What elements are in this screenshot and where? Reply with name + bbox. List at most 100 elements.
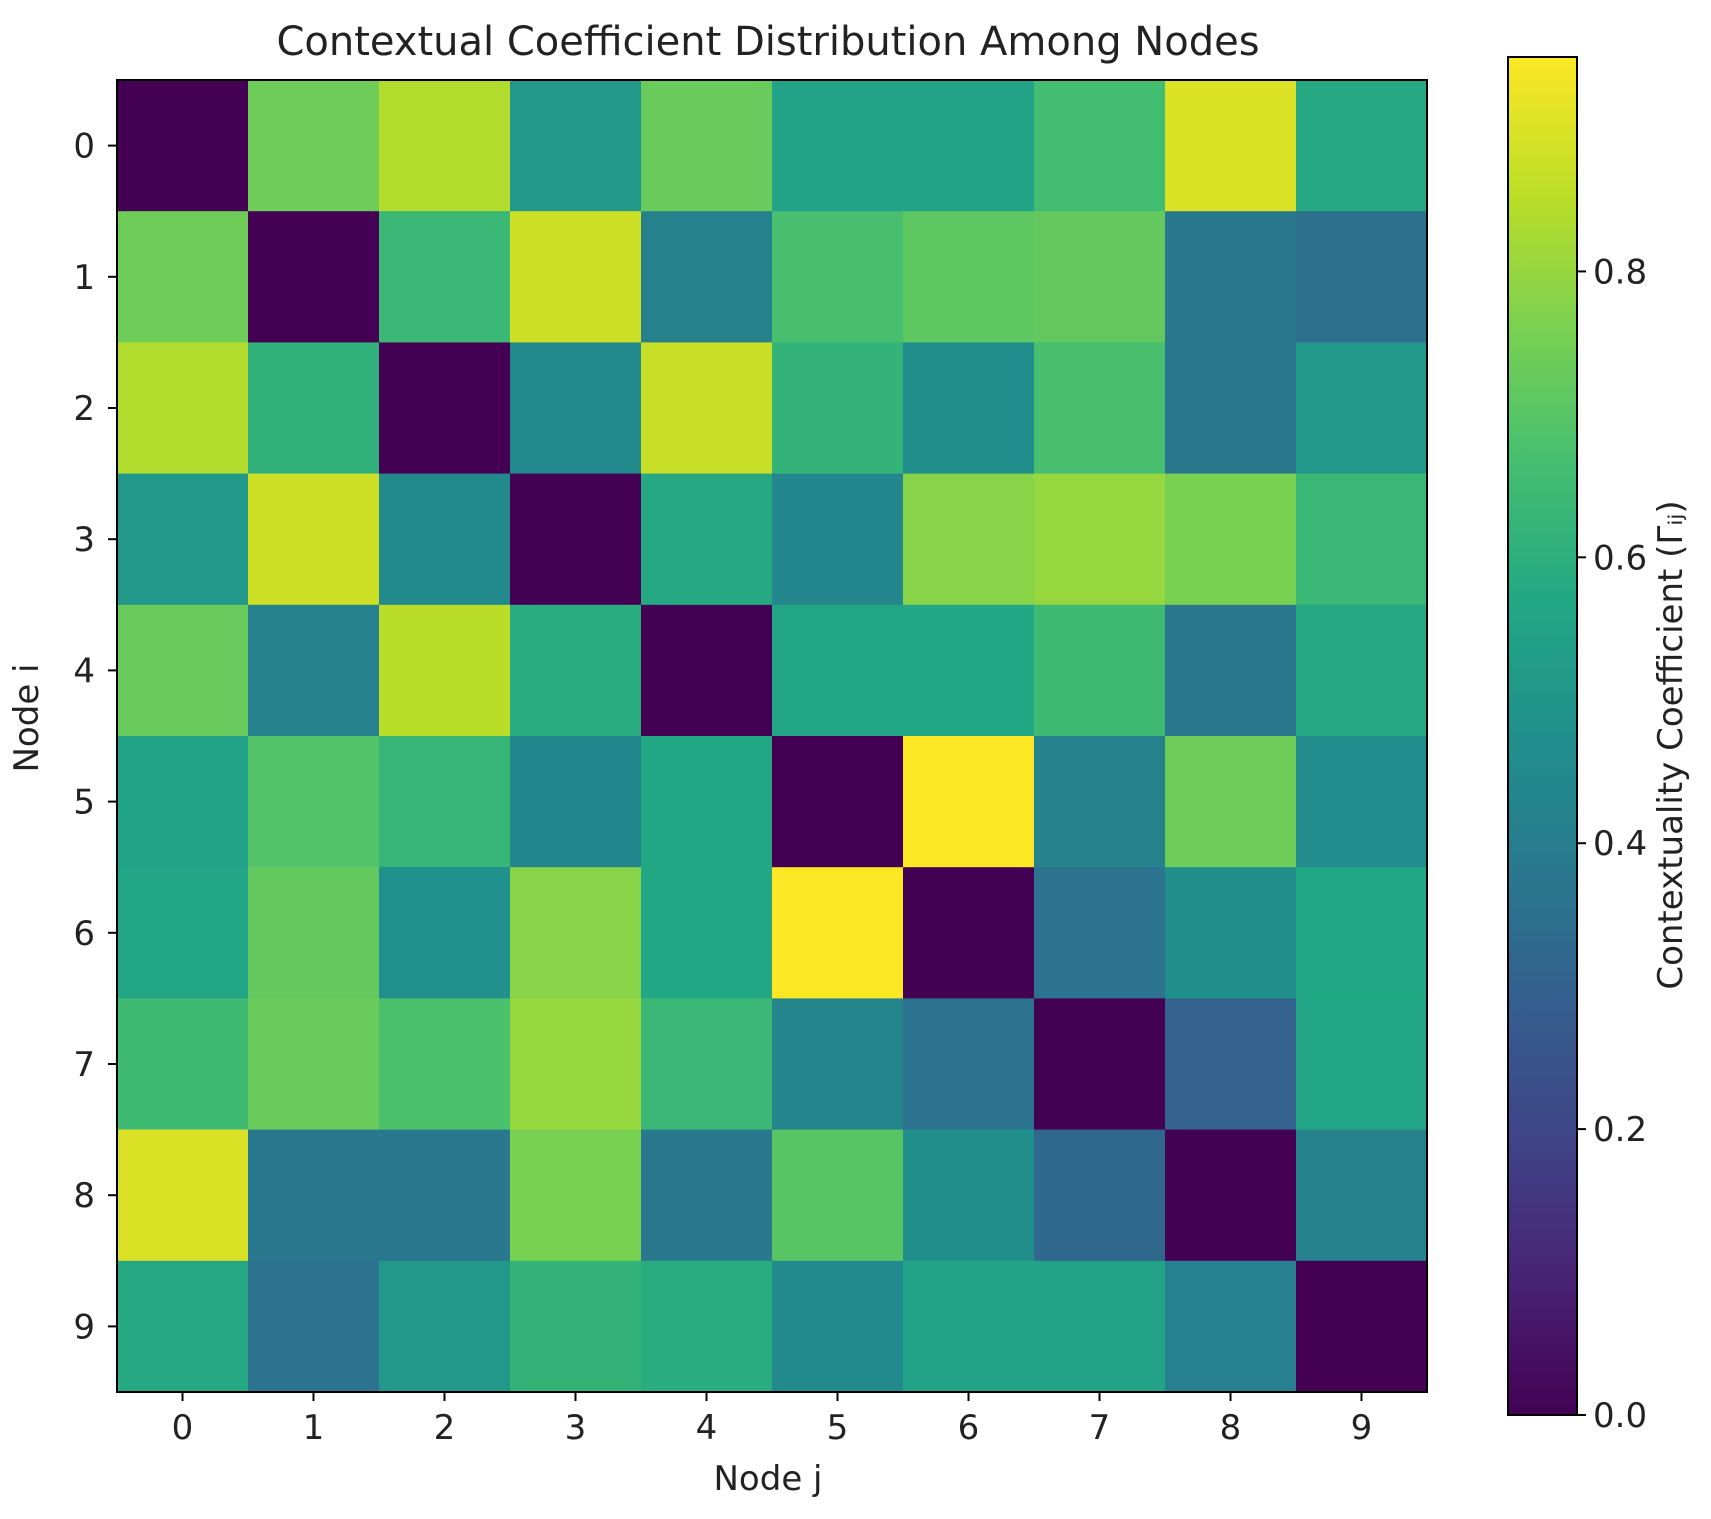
- heatmap-cell-5-6: [903, 736, 1035, 868]
- y-tick-label-1: 1: [73, 258, 95, 298]
- colorbar-label: Contextuality Coefficient (Γᵢⱼ): [1651, 500, 1691, 989]
- heatmap-cell-6-3: [510, 867, 642, 999]
- colorbar-tick-label-0: 0.0: [1593, 1396, 1647, 1436]
- heatmap-cell-7-7: [1034, 998, 1166, 1131]
- heatmap-cell-5-5: [772, 736, 904, 868]
- plot-frame: [116, 79, 1428, 1393]
- heatmap-cell-3-0: [117, 473, 249, 606]
- colorbar-tick-label-1: 0.2: [1593, 1110, 1647, 1150]
- heatmap-cell-4-7: [1034, 604, 1166, 737]
- heatmap-cell-9-5: [772, 1260, 904, 1393]
- x-tick-label-2: 2: [434, 1408, 456, 1448]
- heatmap-cell-0-0: [117, 80, 249, 212]
- heatmap-cell-0-4: [641, 80, 773, 212]
- heatmap-cell-8-7: [1034, 1129, 1166, 1262]
- heatmap-cell-6-4: [641, 867, 773, 999]
- heatmap-cell-3-8: [1165, 473, 1297, 606]
- heatmap-cell-0-8: [1165, 80, 1297, 212]
- heatmap-cell-7-8: [1165, 998, 1297, 1131]
- heatmap-cell-6-7: [1034, 867, 1166, 999]
- heatmap-cell-8-4: [641, 1129, 773, 1262]
- x-tick-label-8: 8: [1220, 1408, 1242, 1448]
- y-tick-label-2: 2: [73, 389, 95, 429]
- heatmap-cell-1-4: [641, 211, 773, 343]
- heatmap-cell-3-7: [1034, 473, 1166, 606]
- heatmap-cell-6-5: [772, 867, 904, 999]
- heatmap-cell-0-7: [1034, 80, 1166, 212]
- heatmap-cell-7-2: [379, 998, 511, 1131]
- heatmap-cell-0-5: [772, 80, 904, 212]
- heatmap-cell-2-3: [510, 342, 642, 475]
- x-tick-label-3: 3: [565, 1408, 587, 1448]
- x-tick-label-6: 6: [958, 1408, 980, 1448]
- heatmap-cell-9-3: [510, 1260, 642, 1393]
- heatmap-cell-4-3: [510, 604, 642, 737]
- heatmap-cell-7-5: [772, 998, 904, 1131]
- colorbar-tick-label-2: 0.4: [1593, 824, 1647, 864]
- heatmap-cell-7-1: [248, 998, 380, 1131]
- heatmap-cell-9-9: [1296, 1260, 1428, 1393]
- x-axis-label: Node j: [714, 1459, 823, 1499]
- x-tick-label-9: 9: [1351, 1408, 1373, 1448]
- heatmap-cell-5-3: [510, 736, 642, 868]
- heatmap-cell-2-1: [248, 342, 380, 475]
- heatmap-cell-4-5: [772, 604, 904, 737]
- heatmap-cell-1-5: [772, 211, 904, 343]
- heatmap-cell-4-1: [248, 604, 380, 737]
- heatmap-cell-0-6: [903, 80, 1035, 212]
- y-tick-label-3: 3: [73, 520, 95, 560]
- heatmap-cell-1-6: [903, 211, 1035, 343]
- heatmap-cell-0-2: [379, 80, 511, 212]
- heatmap-cell-2-9: [1296, 342, 1428, 475]
- y-axis-label: Node i: [7, 664, 47, 773]
- colorbar-tick-label-4: 0.8: [1593, 252, 1647, 292]
- heatmap-cell-6-6: [903, 867, 1035, 999]
- heatmap-cell-5-8: [1165, 736, 1297, 868]
- x-tick-label-1: 1: [303, 1408, 325, 1448]
- heatmap-cell-3-4: [641, 473, 773, 606]
- heatmap-cell-2-2: [379, 342, 511, 475]
- x-tick-label-4: 4: [696, 1408, 718, 1448]
- heatmap-cell-9-6: [903, 1260, 1035, 1393]
- heatmap-cell-4-0: [117, 604, 249, 737]
- heatmap-cell-8-0: [117, 1129, 249, 1262]
- heatmap-cell-0-3: [510, 80, 642, 212]
- heatmap-cell-5-7: [1034, 736, 1166, 868]
- x-axis-ticks: 0 1 2 3 4 5 6 7 8 9: [172, 1392, 1373, 1448]
- heatmap-cell-6-1: [248, 867, 380, 999]
- heatmap-cell-1-2: [379, 211, 511, 343]
- y-tick-label-6: 6: [73, 914, 95, 954]
- heatmap-cells: [117, 80, 1428, 1393]
- heatmap-cell-7-0: [117, 998, 249, 1131]
- heatmap-cell-8-2: [379, 1129, 511, 1262]
- y-tick-label-9: 9: [73, 1307, 95, 1347]
- y-tick-label-0: 0: [73, 127, 95, 167]
- chart-title: Contextual Coefficient Distribution Amon…: [276, 19, 1259, 65]
- heatmap-cell-9-7: [1034, 1260, 1166, 1393]
- y-tick-label-7: 7: [73, 1045, 95, 1085]
- heatmap-cell-6-9: [1296, 867, 1428, 999]
- heatmap-cell-7-4: [641, 998, 773, 1131]
- heatmap-cell-2-5: [772, 342, 904, 475]
- heatmap-cell-1-7: [1034, 211, 1166, 343]
- heatmap-cell-4-4: [641, 604, 773, 737]
- heatmap-cell-3-1: [248, 473, 380, 606]
- heatmap-cell-3-5: [772, 473, 904, 606]
- heatmap-cell-9-4: [641, 1260, 773, 1393]
- heatmap-cell-9-1: [248, 1260, 380, 1393]
- x-tick-label-5: 5: [827, 1408, 849, 1448]
- y-axis-ticks: 0 1 2 3 4 5 6 7 8 9: [73, 127, 117, 1347]
- heatmap-cell-8-1: [248, 1129, 380, 1262]
- colorbar-ticks: 0.0 0.2 0.4 0.6 0.8: [1577, 252, 1647, 1436]
- heatmap-cell-8-3: [510, 1129, 642, 1262]
- heatmap-cell-2-6: [903, 342, 1035, 475]
- heatmap-cell-3-2: [379, 473, 511, 606]
- heatmap-cell-6-2: [379, 867, 511, 999]
- heatmap-cell-7-9: [1296, 998, 1428, 1131]
- heatmap-cell-3-3: [510, 473, 642, 606]
- x-tick-label-0: 0: [172, 1408, 194, 1448]
- y-tick-label-4: 4: [73, 651, 95, 691]
- heatmap-cell-4-8: [1165, 604, 1297, 737]
- heatmap-cell-9-0: [117, 1260, 249, 1393]
